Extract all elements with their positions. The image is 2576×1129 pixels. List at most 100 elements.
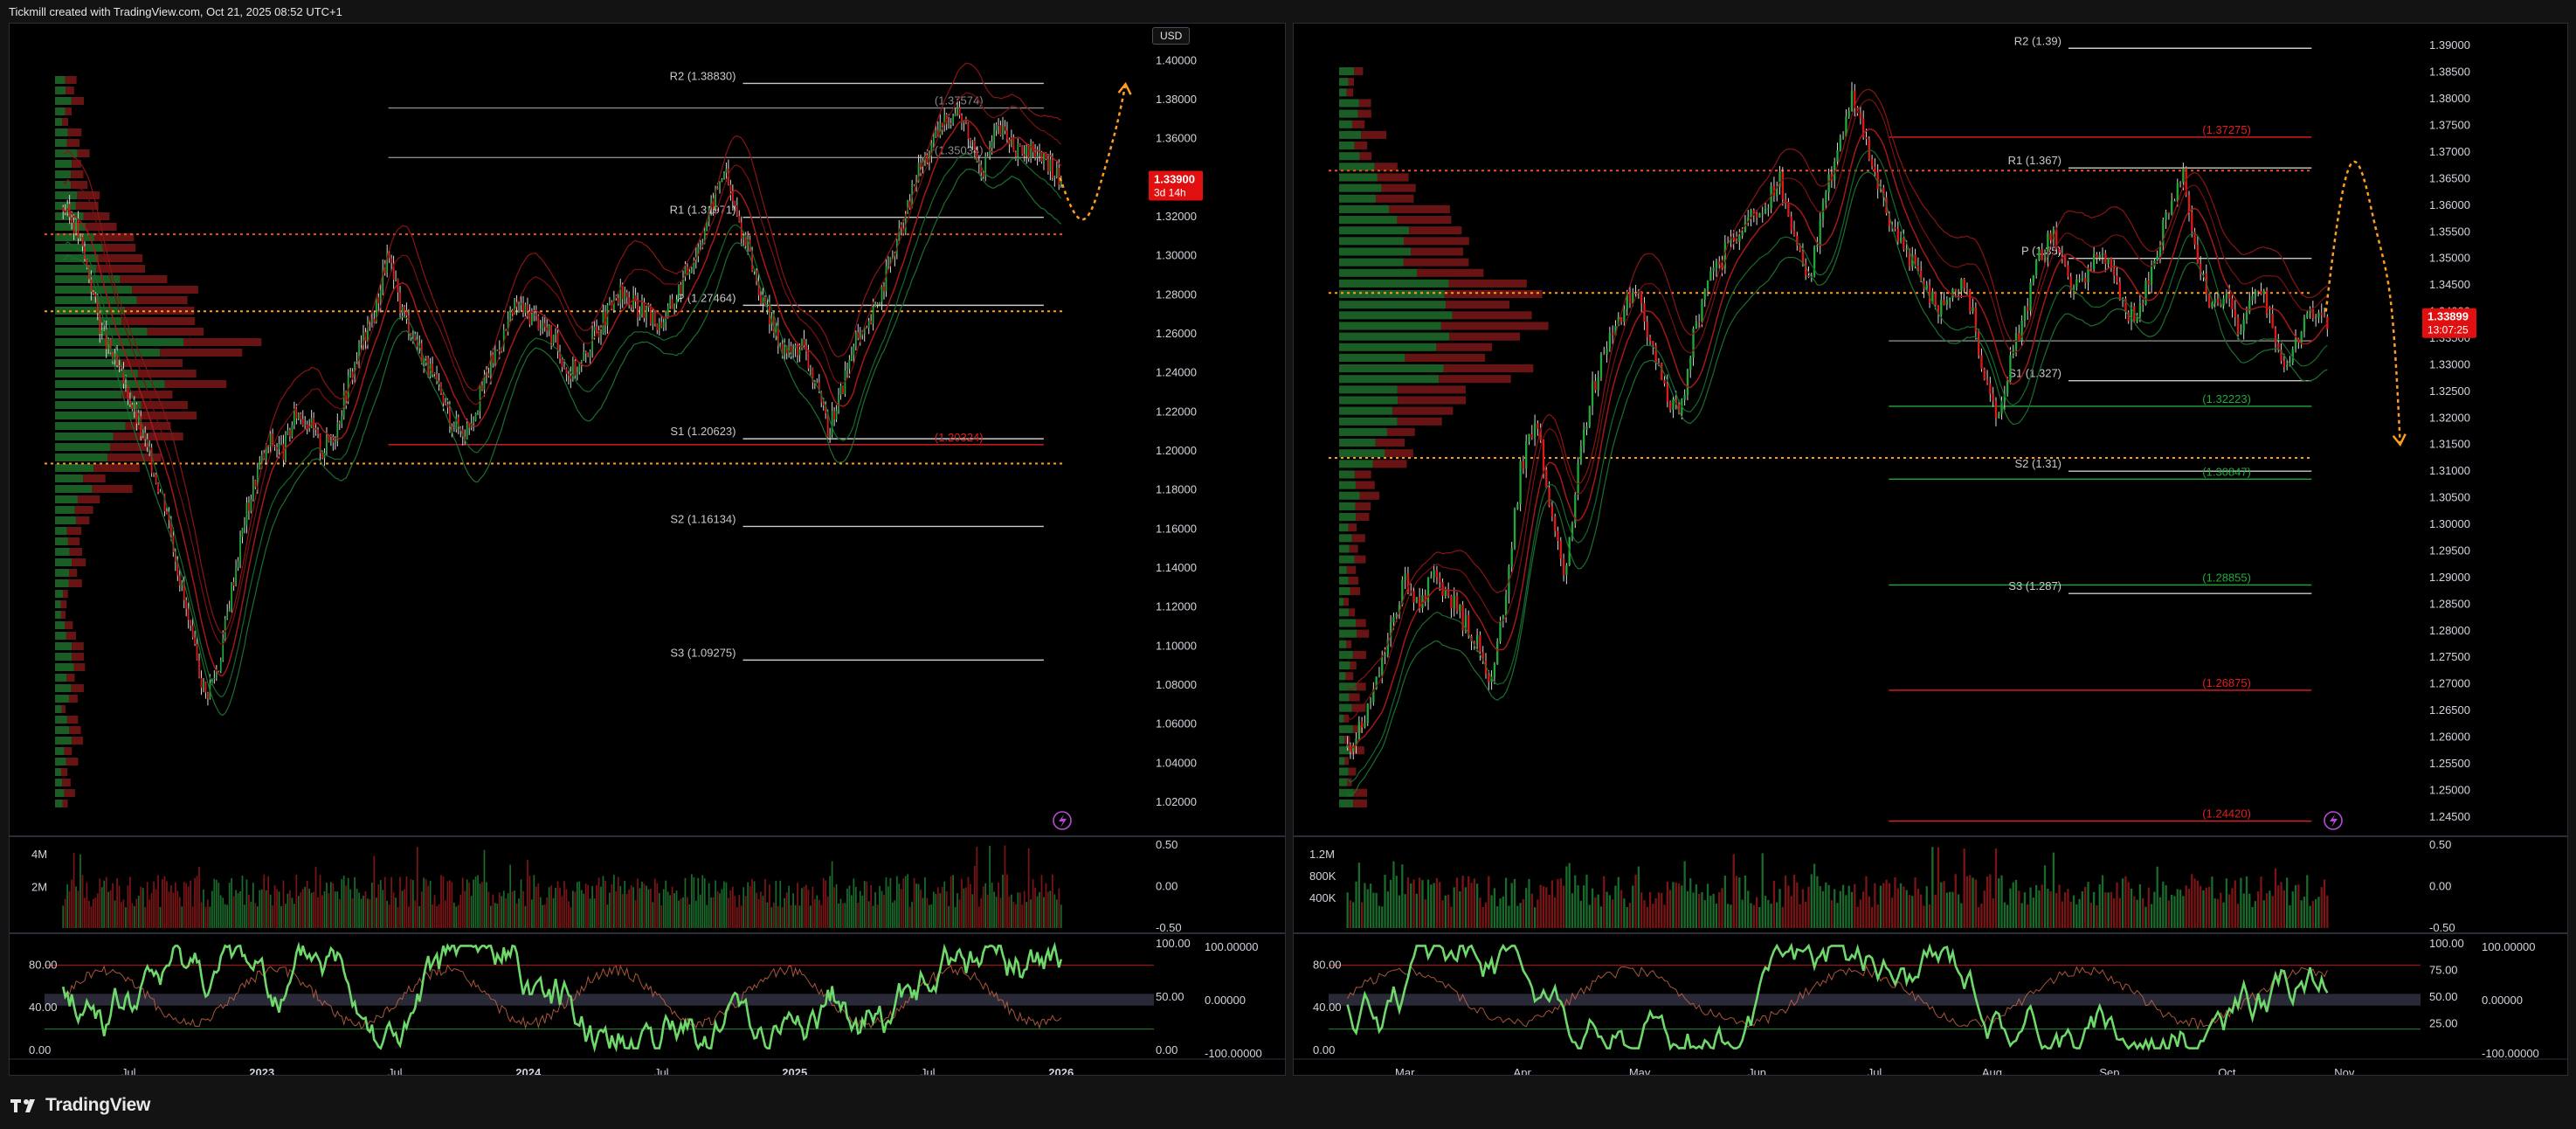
left-candle-body	[334, 440, 336, 443]
right-candle-body	[2038, 249, 2041, 260]
left-volume-bar	[805, 884, 807, 928]
right-volume-profile-buy-bar	[1339, 194, 1376, 203]
right-volume-bar	[1888, 883, 1891, 928]
left-x-tick-label: 2024	[515, 1066, 542, 1075]
left-candle-body	[103, 329, 106, 331]
right-candle-body	[1571, 523, 1574, 537]
left-candle-body	[399, 292, 401, 313]
left-volume-bar	[341, 878, 343, 928]
right-volume-bar	[1732, 854, 1735, 928]
right-candle-body	[2257, 290, 2260, 292]
left-candle-body	[963, 121, 965, 123]
left-y-tick-label: 1.26000	[1156, 327, 1197, 340]
left-volume-bar	[386, 900, 389, 928]
left-candle-body	[948, 122, 950, 125]
right-volume-bar	[1634, 874, 1637, 928]
right-candle-body	[1925, 285, 1928, 289]
left-volume-profile-buy-bar	[55, 558, 73, 566]
left-candle-body	[310, 418, 313, 428]
left-candle-body	[671, 299, 673, 309]
currency-button[interactable]: USD	[1152, 27, 1191, 45]
left-candle-body	[630, 305, 632, 308]
right-volume-profile-sell-bar	[1349, 544, 1358, 553]
left-volume-bar	[653, 878, 656, 928]
right-candle-body	[1557, 530, 1559, 542]
left-volume-bar	[170, 885, 172, 928]
left-volume-bar	[693, 876, 695, 928]
right-y-tick-label: 1.25000	[2429, 783, 2470, 796]
left-volume-bar	[455, 906, 458, 928]
right-volume-bar	[2020, 903, 2023, 928]
left-candle-body	[1040, 152, 1043, 163]
left-volume-profile-sell-bar	[75, 516, 90, 524]
left-volume-bar	[248, 894, 250, 928]
right-volume-bar	[2225, 878, 2228, 928]
left-volume-profile-buy-bar	[55, 349, 161, 357]
left-candle-body	[794, 344, 797, 349]
left-volume-profile-buy-bar	[55, 548, 70, 556]
right-volume-profile-sell-bar	[1357, 109, 1371, 118]
right-chart-svg[interactable]: R2 (1.39)(1.37275)R1 (1.367)P (1.35)S1 (…	[1294, 24, 2567, 1075]
right-volume-bar	[2138, 883, 2142, 928]
left-chart-panel[interactable]: R2 (1.38830) (1.37574) (1.35034) R1 (1.3197…	[9, 23, 1286, 1076]
left-volume-bar	[571, 890, 574, 928]
left-x-tick-label: 2023	[249, 1066, 274, 1075]
right-volume-profile-sell-bar	[1403, 237, 1469, 246]
right-candle-body	[2156, 256, 2158, 261]
right-volume-bar	[1816, 876, 1819, 928]
left-candle-body	[479, 384, 481, 412]
left-volume-bar	[822, 877, 825, 928]
right-envelope-line	[1347, 88, 2328, 691]
right-candle-body	[1796, 235, 1799, 246]
left-volume-bar	[723, 881, 725, 928]
right-volume-bar	[1931, 847, 1934, 928]
left-volume-profile-buy-bar	[55, 233, 94, 241]
right-volume-profile-buy-bar	[1339, 120, 1352, 128]
left-chart-svg[interactable]: R2 (1.38830)(1.37574)(1.35034)R1 (1.3197…	[10, 24, 1285, 1075]
left-volume-bar	[948, 905, 950, 928]
left-volume-bar	[135, 898, 138, 928]
left-candle-body	[159, 491, 162, 493]
left-volume-profile-sell-bar	[69, 569, 78, 577]
left-volume-bar	[364, 890, 367, 928]
left-candle-body	[239, 537, 241, 562]
right-volume-bar	[1588, 904, 1591, 928]
right-volume-bar	[1447, 894, 1450, 928]
right-chart-panel[interactable]: R2 (1.39) (1.37275) R1 (1.367) P (1.35) S1 (…	[1293, 23, 2568, 1076]
right-volume-bar	[2167, 900, 2171, 928]
left-volume-bar	[716, 890, 719, 928]
right-volume-profile-sell-bar	[1346, 640, 1352, 648]
right-candle-body	[2069, 276, 2072, 291]
right-volume-bar	[2220, 892, 2222, 928]
left-volume-bar	[863, 881, 866, 928]
left-volume-bar	[425, 879, 427, 928]
right-volume-bar	[1672, 882, 1675, 928]
left-candle-body	[293, 408, 295, 426]
right-volume-bar	[1459, 890, 1461, 928]
right-candle-body	[1493, 664, 1496, 677]
right-volume-profile-sell-bar	[1440, 322, 1549, 330]
right-volume-bar	[2213, 898, 2216, 928]
right-volume-bar	[1475, 883, 1479, 928]
left-candle-body	[970, 139, 971, 142]
left-candle-body	[492, 354, 494, 364]
left-volume-bar	[241, 876, 244, 928]
right-candle-body	[2326, 316, 2329, 329]
right-volume-profile-buy-bar	[1339, 587, 1350, 596]
left-candle-body	[276, 447, 278, 450]
left-candle-body	[222, 639, 224, 661]
right-volume-profile-sell-bar	[1354, 142, 1368, 150]
left-volume-bar	[665, 880, 667, 928]
right-volume-bar	[2182, 896, 2185, 928]
left-volume-bar	[79, 854, 81, 928]
left-candle-body	[641, 303, 643, 315]
left-volume-bar	[99, 878, 101, 928]
left-volume-bar	[772, 902, 775, 928]
left-candle-body	[680, 285, 682, 294]
left-volume-bar	[377, 884, 380, 928]
left-candle-body	[131, 404, 134, 410]
right-volume-bar	[2092, 891, 2096, 928]
left-candle-body	[699, 245, 701, 247]
left-volume-bar	[445, 900, 446, 928]
left-candle-body	[632, 294, 634, 308]
